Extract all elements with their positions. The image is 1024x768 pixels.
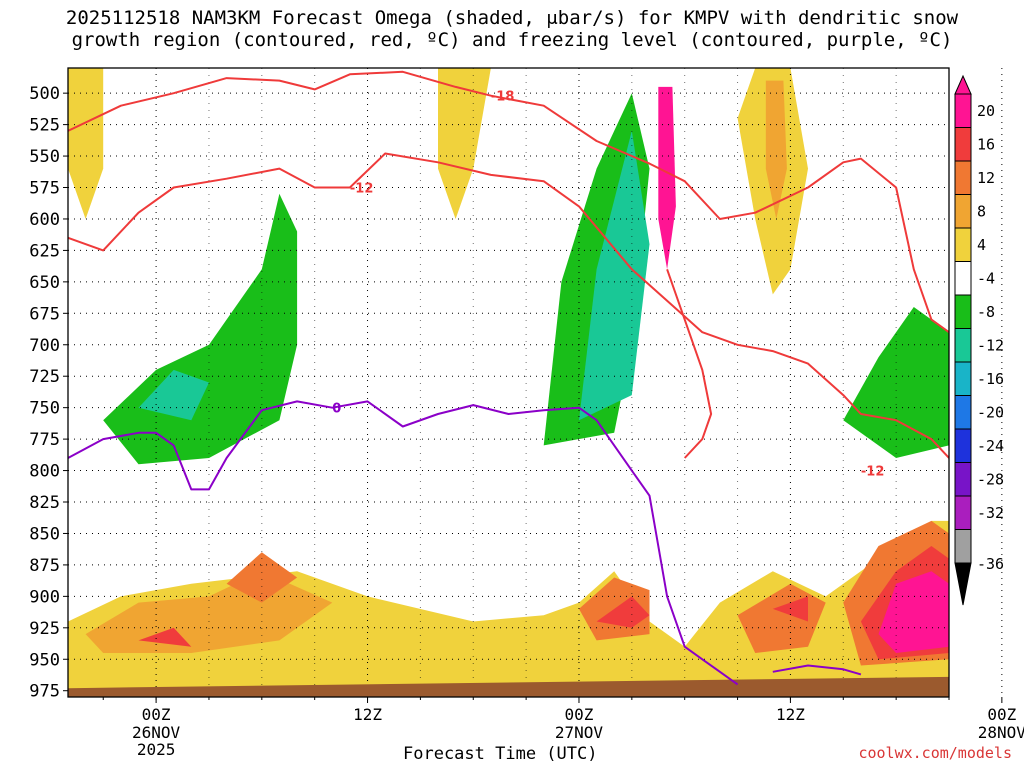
colorbar-label-13: -36 [977, 555, 1004, 573]
x-tick-label-24: 00Z [565, 705, 594, 724]
dgz-contour-line-2 [666, 268, 713, 459]
omega-region-0 [68, 520, 949, 691]
y-tick-label-975: 975 [29, 682, 60, 702]
omega-region-5 [596, 596, 650, 628]
omega-region-24 [658, 86, 676, 270]
y-tick-label-625: 625 [29, 241, 60, 261]
y-tick-label-875: 875 [29, 556, 60, 576]
dgz-contour-line-1 [68, 152, 949, 459]
colorbar-label-3: 8 [977, 202, 986, 220]
y-tick-label-575: 575 [29, 179, 60, 199]
colorbar-swatch-13 [954, 529, 972, 564]
x-tick-date-48: 28NOV [978, 723, 1024, 742]
y-tick-label-500: 500 [29, 84, 60, 104]
colorbar-swatch-1 [954, 127, 972, 162]
colorbar-label-11: -28 [977, 470, 1004, 488]
colorbar-swatch-0 [954, 93, 972, 128]
colorbar-label-0: 20 [977, 102, 995, 120]
colorbar-label-5: -4 [977, 269, 995, 287]
omega-region-17 [684, 294, 791, 484]
colorbar-swatch-12 [954, 495, 972, 530]
y-tick-label-700: 700 [29, 336, 60, 356]
colorbar-swatch-9 [954, 395, 972, 430]
contours: -18 -12 -12 0 [68, 70, 949, 686]
y-tick-label-550: 550 [29, 147, 60, 167]
colorbar: 20 16 12 8 4 -4 -8 -12 -16 -20 -24 -28 -32 -36 [954, 74, 1004, 606]
terrain-band [68, 676, 949, 697]
omega-region-3 [138, 627, 192, 647]
colorbar-swatch-3 [954, 194, 972, 229]
colorbar-swatch-10 [954, 428, 972, 463]
y-tick-label-925: 925 [29, 619, 60, 639]
y-tick-label-600: 600 [29, 210, 60, 230]
y-tick-label-750: 750 [29, 399, 60, 419]
y-tick-label-850: 850 [29, 524, 60, 544]
y-tick-label-675: 675 [29, 304, 60, 324]
y-tick-label-800: 800 [29, 462, 60, 482]
colorbar-swatch-5 [954, 261, 972, 296]
colorbar-swatch-6 [954, 294, 972, 329]
credit-link[interactable]: coolwx.com/models [858, 744, 1012, 762]
dgz-contour-label-1: -12 [350, 182, 374, 197]
terrain-fill [68, 676, 949, 697]
omega-region-13 [138, 369, 209, 421]
colorbar-arrow-top [954, 74, 972, 95]
colorbar-label-6: -8 [977, 303, 995, 321]
y-axis: 500 525 550 575 600 625 650 675 700 725 750 775 800 8… [29, 84, 68, 702]
colorbar-swatch-8 [954, 361, 972, 396]
y-tick-label-900: 900 [29, 587, 60, 607]
y-tick-label-525: 525 [29, 116, 60, 136]
omega-region-22 [765, 80, 787, 219]
x-tick-year-0: 2025 [137, 740, 176, 759]
omega-shading [68, 68, 949, 691]
colorbar-swatch-11 [954, 462, 972, 497]
colorbar-arrow-bottom [954, 562, 972, 606]
y-tick-label-775: 775 [29, 430, 60, 450]
x-tick-date-0: 26NOV [132, 723, 181, 742]
y-tick-label-650: 650 [29, 273, 60, 293]
x-tick-label-36: 12Z [776, 705, 805, 724]
colorbar-label-7: -12 [977, 336, 1004, 354]
x-tick-date-24: 27NOV [555, 723, 604, 742]
colorbar-label-9: -20 [977, 403, 1004, 421]
omega-region-23 [68, 68, 104, 219]
colorbar-label-8: -16 [977, 370, 1004, 388]
chart-title-line1: 2025112518 NAM3KM Forecast Omega (shaded… [65, 7, 959, 29]
freezing-contour-line-0 [68, 400, 739, 686]
y-tick-label-825: 825 [29, 493, 60, 513]
colorbar-label-10: -24 [977, 437, 1004, 455]
freezing-contour-line-1 [772, 664, 862, 676]
colorbar-swatch-4 [954, 227, 972, 262]
omega-region-16 [579, 130, 650, 421]
omega-region-10 [878, 571, 949, 653]
x-tick-label-0: 00Z [142, 705, 171, 724]
colorbar-label-12: -32 [977, 504, 1004, 522]
omega-region-20 [438, 68, 491, 219]
y-tick-label-950: 950 [29, 650, 60, 670]
x-axis-title: Forecast Time (UTC) [403, 744, 598, 764]
colorbar-swatch-7 [954, 328, 972, 363]
omega-region-19 [843, 307, 949, 458]
dgz-contour-line-0 [68, 70, 949, 334]
x-tick-label-48: 00Z [987, 705, 1016, 724]
dgz-contour-label-0: -18 [491, 90, 515, 105]
plot-frame [67, 67, 950, 698]
colorbar-label-1: 16 [977, 135, 995, 153]
colorbar-label-2: 12 [977, 169, 995, 187]
y-tick-label-725: 725 [29, 367, 60, 387]
omega-region-2 [226, 552, 298, 603]
colorbar-label-4: 4 [977, 236, 986, 254]
x-tick-label-12: 12Z [353, 705, 382, 724]
chart-title-line2: growth region (contoured, red, ºC) and f… [71, 29, 953, 51]
colorbar-swatch-2 [954, 160, 972, 195]
dgz-contour-label-2: -12 [861, 465, 885, 480]
freezing-contour-label-0: 0 [332, 402, 341, 417]
